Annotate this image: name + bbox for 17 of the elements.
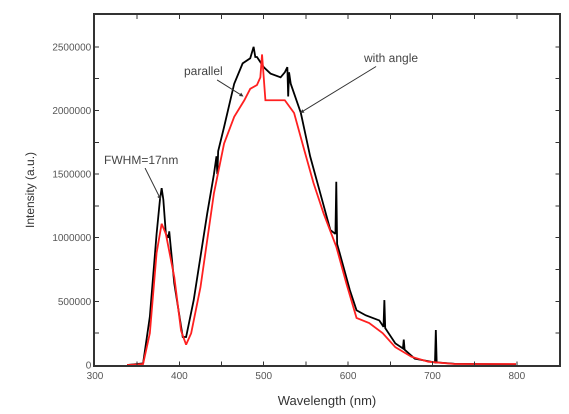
annotation: FWHM=17nm [104, 153, 178, 167]
annotation: with angle [363, 51, 418, 65]
x-tick-label: 400 [171, 370, 188, 382]
y-tick-label: 2500000 [52, 42, 92, 54]
x-axis-title: Wavelength (nm) [278, 392, 376, 408]
y-axis-title: Intensity (a.u.) [23, 152, 38, 228]
y-tick-label: 0 [86, 360, 92, 372]
x-tick-label: 300 [86, 370, 104, 382]
y-tick-label: 500000 [58, 296, 92, 308]
x-tick-label: 500 [255, 370, 273, 382]
x-tick-label: 700 [424, 370, 442, 382]
y-tick-label: 1500000 [52, 170, 92, 181]
x-tick-label: 800 [508, 370, 526, 382]
x-tick-label: 600 [340, 370, 357, 382]
y-tick-label: 2000000 [52, 106, 92, 117]
y-tick-label: 1000000 [52, 233, 92, 244]
annotation: parallel [184, 64, 223, 78]
